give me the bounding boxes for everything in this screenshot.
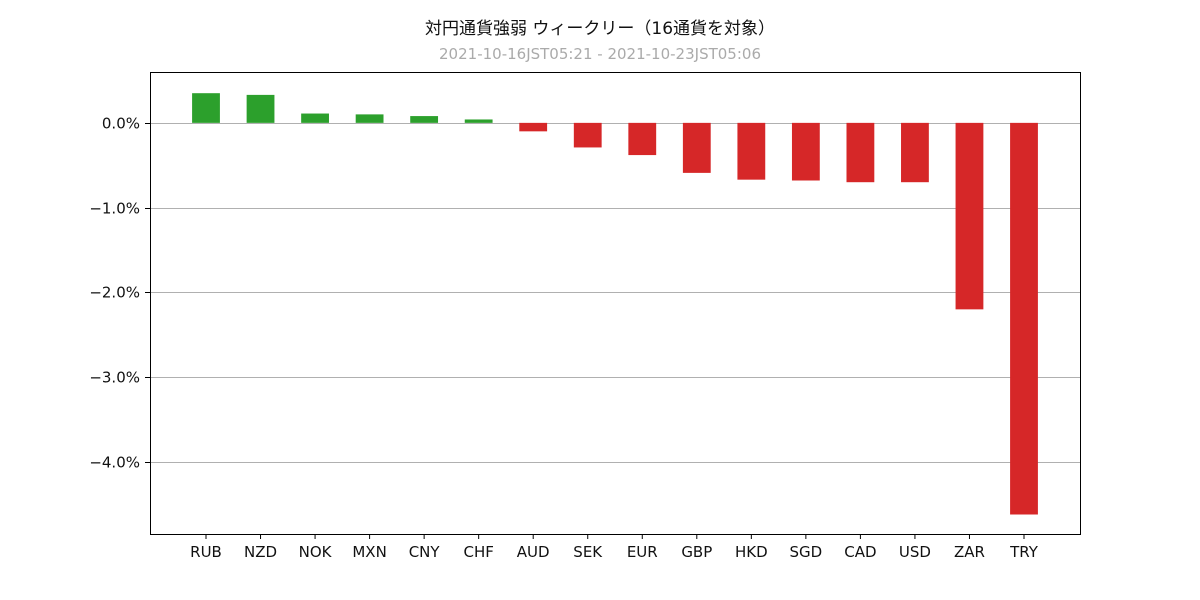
x-tick-label: GBP: [681, 543, 712, 561]
bar-cad: [846, 122, 875, 183]
x-tick-label: AUD: [517, 543, 550, 561]
bar-cny: [410, 116, 439, 123]
bar-zar: [955, 122, 984, 310]
bar-sgd: [791, 122, 820, 181]
bar-eur: [628, 122, 657, 156]
bar-sek: [573, 122, 602, 148]
chart-subtitle: 2021-10-16JST05:21 - 2021-10-23JST05:06: [439, 45, 761, 63]
bars: [192, 93, 1038, 515]
y-tick-label: −1.0%: [89, 200, 140, 218]
bar-gbp: [682, 122, 711, 173]
y-tick-label: 0.0%: [102, 115, 140, 133]
bar-mxn: [355, 114, 384, 123]
bar-nzd: [246, 94, 275, 123]
x-tick-label: NZD: [244, 543, 277, 561]
bar-chf: [464, 119, 493, 123]
x-tick-label: CAD: [844, 543, 876, 561]
x-axis-ticks: RUB NZD NOK MXN CNY CHF AUD SEK EUR GBP HKD SGD CAD U…: [190, 534, 1039, 561]
bar-usd: [901, 122, 929, 183]
bar-nok: [301, 113, 329, 123]
x-tick-label: EUR: [627, 543, 658, 561]
x-tick-label: CNY: [409, 543, 441, 561]
x-tick-label: USD: [899, 543, 931, 561]
plot-frame: [150, 72, 1081, 535]
x-tick-label: MXN: [352, 543, 386, 561]
bar-hkd: [737, 122, 766, 180]
x-tick-label: ZAR: [954, 543, 985, 561]
y-tick-label: −2.0%: [89, 284, 140, 302]
y-tick-label: −3.0%: [89, 369, 140, 387]
x-tick-label: CHF: [463, 543, 493, 561]
x-tick-label: SEK: [573, 543, 603, 561]
x-tick-label: HKD: [735, 543, 768, 561]
bar-aud: [519, 122, 548, 132]
bar-rub: [192, 93, 220, 123]
bar-try: [1010, 122, 1038, 515]
chart-title: 対円通貨強弱 ウィークリー（16通貨を対象）: [425, 19, 775, 39]
x-tick-label: NOK: [299, 543, 333, 561]
x-tick-label: TRY: [1009, 543, 1039, 561]
grid-lines: [150, 123, 1080, 463]
x-tick-label: SGD: [790, 543, 823, 561]
y-tick-label: −4.0%: [89, 454, 140, 472]
y-axis-ticks: 0.0% −1.0% −2.0% −3.0% −4.0%: [89, 115, 150, 472]
x-tick-label: RUB: [190, 543, 222, 561]
